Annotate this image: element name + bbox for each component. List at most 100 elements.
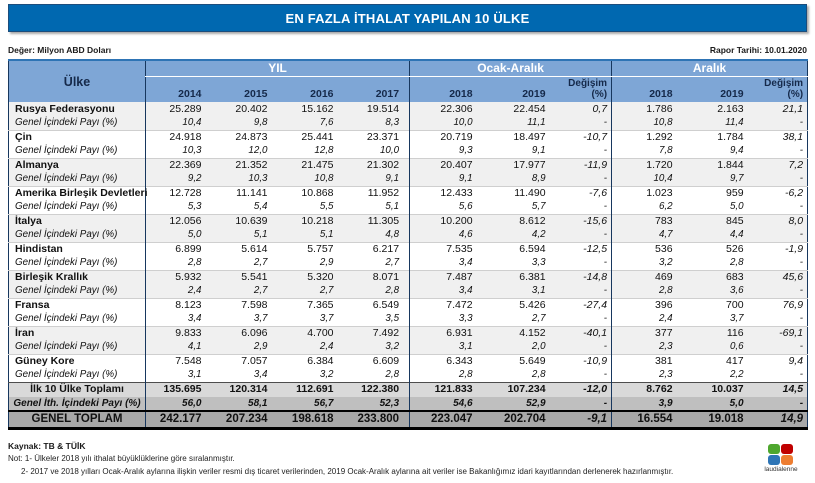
- yil-value: 5.757: [277, 241, 344, 256]
- yil-share: 3,2: [277, 368, 344, 382]
- yil-value: 6.549: [343, 297, 410, 312]
- country-name: Amerika Birleşik Devletleri: [8, 185, 148, 200]
- oa-share: 10,0: [409, 116, 483, 130]
- ar-value: 959: [682, 185, 754, 200]
- yil-value: 5.541: [211, 269, 278, 284]
- yil-share: 9,1: [343, 172, 410, 186]
- oa-share: 3,4: [409, 256, 483, 270]
- oa-change: -7,6: [555, 185, 612, 200]
- oa-share: 4,2: [482, 228, 556, 242]
- oa-value: 6.594: [482, 241, 556, 256]
- share-label: Genel İçindeki Payı (%): [8, 116, 146, 130]
- yil-total: 56,0: [145, 397, 212, 411]
- share-label: Genel İçindeki Payı (%): [8, 312, 146, 326]
- oa-share-change: -: [555, 116, 612, 130]
- yil-share: 2,9: [211, 340, 278, 354]
- ar-value: 469: [611, 269, 683, 284]
- yil-total: 112.691: [277, 381, 344, 397]
- yil-share: 3,2: [343, 340, 410, 354]
- ar-value: 526: [682, 241, 754, 256]
- oa-value: 6.931: [409, 325, 483, 340]
- yil-value: 24.873: [211, 129, 278, 144]
- yil-value: 7.057: [211, 353, 278, 368]
- ar-share-change: -: [753, 284, 808, 298]
- change-header-line2: (%): [591, 89, 608, 100]
- group-header-row: Ülke YIL Ocak-Aralık Aralık: [8, 60, 808, 102]
- ar-value: 1.292: [611, 129, 683, 144]
- oa-value: 17.977: [482, 157, 556, 172]
- country-value-row: İtalya 12.056 10.639 10.218 11.305 10.200 8.61…: [8, 213, 808, 228]
- oa-value: 4.152: [482, 325, 556, 340]
- ar-share: 9,7: [682, 172, 754, 186]
- ar-change: 76,9: [753, 297, 808, 312]
- ar-value: 1.720: [611, 157, 683, 172]
- ar-share: 10,4: [611, 172, 683, 186]
- country-value-row: Çin 24.918 24.873 25.441 23.371 20.719 18.497-…: [8, 129, 808, 144]
- ar-value: 396: [611, 297, 683, 312]
- oa-value: 7.535: [409, 241, 483, 256]
- oa-value: 8.612: [482, 213, 556, 228]
- ar-change: -6,2: [753, 185, 808, 200]
- ar-value: 377: [611, 325, 683, 340]
- pinwheel-logo-icon: [768, 444, 794, 466]
- ar-change: 45,6: [753, 269, 808, 284]
- yil-value: 20.402: [211, 102, 278, 116]
- report-date-label: Rapor Tarihi: 10.01.2020: [709, 45, 807, 55]
- ar-share: 10,8: [611, 116, 683, 130]
- yil-value: 22.369: [145, 157, 212, 172]
- total-row: GENEL TOPLAM 242.177 207.234 198.618 233.800…: [8, 410, 808, 428]
- ar-share-change: -: [753, 312, 808, 326]
- yil-value: 5.320: [277, 269, 344, 284]
- share-label: Genel İçindeki Payı (%): [8, 368, 146, 382]
- oa-change: -15,6: [555, 213, 612, 228]
- yil-value: 6.217: [343, 241, 410, 256]
- yil-share: 2,4: [277, 340, 344, 354]
- ar-value: 783: [611, 213, 683, 228]
- oa-share-change: -: [555, 312, 612, 326]
- report-title-bar: EN FAZLA İTHALAT YAPILAN 10 ÜLKE: [8, 4, 807, 32]
- yil-share: 2,8: [343, 368, 410, 382]
- group-header-aralik: Aralık: [611, 60, 808, 77]
- yil-share: 10,4: [145, 116, 212, 130]
- share-label: Genel İçindeki Payı (%): [8, 172, 146, 186]
- ar-share-change: -: [753, 116, 808, 130]
- oa-total-change: -: [555, 397, 612, 411]
- yil-total: 135.695: [145, 381, 212, 397]
- ar-share: 2,8: [682, 256, 754, 270]
- oa-change: -27,4: [555, 297, 612, 312]
- yil-share: 10,3: [211, 172, 278, 186]
- ar-total-change: 14,9: [753, 410, 808, 428]
- yil-share: 3,4: [211, 368, 278, 382]
- yil-value: 7.492: [343, 325, 410, 340]
- yil-share: 2,7: [211, 284, 278, 298]
- change-header-oa: Değişim (%): [555, 76, 612, 102]
- page-title: EN FAZLA İTHALAT YAPILAN 10 ÜLKE: [285, 10, 530, 26]
- country-share-row: Genel İçindeki Payı (%) 2,4 2,7 2,7 2,8 3,4 3,…: [8, 284, 808, 298]
- yil-total: 198.618: [277, 410, 344, 428]
- oa-value: 5.426: [482, 297, 556, 312]
- ar-change: 8,0: [753, 213, 808, 228]
- oa-share-change: -: [555, 172, 612, 186]
- oa-total: 223.047: [409, 410, 483, 428]
- oa-change: -10,7: [555, 129, 612, 144]
- yil-share: 2,7: [211, 256, 278, 270]
- yil-value: 12.728: [145, 185, 212, 200]
- change-header-line2: (%): [787, 89, 804, 100]
- ar-share-change: -: [753, 368, 808, 382]
- yil-share: 12,8: [277, 144, 344, 158]
- oa-share-change: -: [555, 340, 612, 354]
- country-value-row: Rusya Federasyonu 25.289 20.402 15.162 19.51…: [8, 102, 808, 116]
- imports-table: Ülke YIL Ocak-Aralık Aralık 2014 2015 20…: [8, 59, 809, 430]
- total-label: GENEL TOPLAM: [8, 410, 146, 428]
- ar-total: 10.037: [682, 381, 754, 397]
- share-label: Genel İçindeki Payı (%): [8, 144, 146, 158]
- ar-value: 700: [682, 297, 754, 312]
- ar-share: 4,4: [682, 228, 754, 242]
- ar-value: 381: [611, 353, 683, 368]
- country-name: Güney Kore: [8, 353, 146, 368]
- country-name: Rusya Federasyonu: [8, 102, 146, 116]
- yil-value: 12.056: [145, 213, 212, 228]
- oa-share: 8,9: [482, 172, 556, 186]
- group-header-yil: YIL: [144, 60, 410, 77]
- year-header-2016: 2016: [277, 76, 344, 102]
